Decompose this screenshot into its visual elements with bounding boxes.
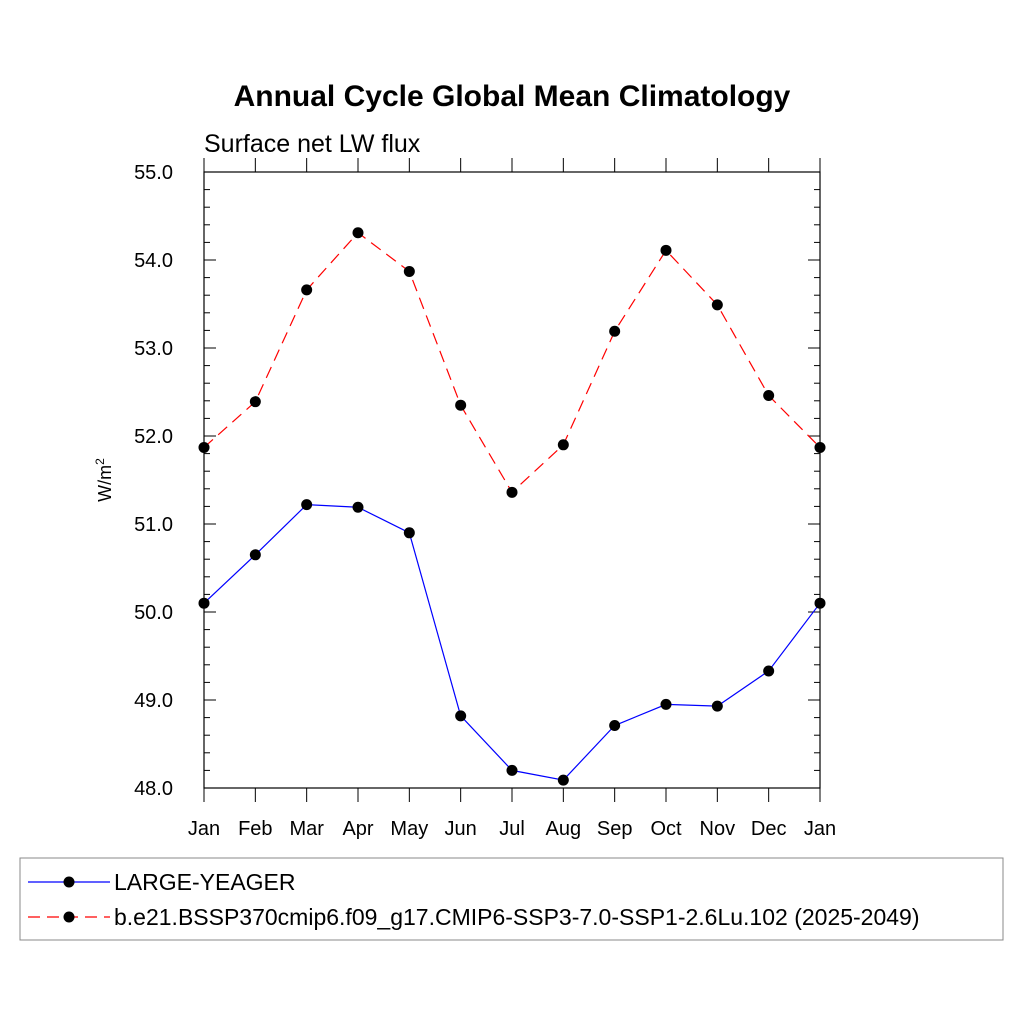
series-0-point xyxy=(249,549,261,561)
series-0-point xyxy=(301,499,313,511)
series-1-point xyxy=(763,390,775,402)
x-tick-label: Apr xyxy=(342,818,373,840)
y-tick-label: 51.0 xyxy=(134,514,173,536)
series-layer xyxy=(198,227,826,786)
x-axis: Jan Feb Mar Apr May Jun Jul Aug Sep Oct Nov Dec Jan xyxy=(188,158,836,840)
x-tick-label: Jan xyxy=(188,818,220,840)
y-tick-label: 53.0 xyxy=(134,338,173,360)
series-1-point xyxy=(557,439,569,451)
x-tick-label: Mar xyxy=(289,818,324,840)
chart-title: Annual Cycle Global Mean Climatology xyxy=(234,80,791,113)
y-axis: 48.0 49.0 50.0 51.0 52.0 53.0 54.0 55.0 xyxy=(134,162,820,800)
series-1-point xyxy=(814,441,826,453)
series-0-point xyxy=(352,501,364,513)
y-axis-label: W/m2 xyxy=(93,458,115,502)
series-0-point xyxy=(814,597,826,609)
y-tick-label: 49.0 xyxy=(134,690,173,712)
series-0-point xyxy=(711,700,723,712)
series-0-point xyxy=(403,527,415,539)
x-tick-label: Jun xyxy=(445,818,477,840)
y-tick-label: 52.0 xyxy=(134,426,173,448)
legend-marker-1 xyxy=(63,911,75,923)
series-1-point xyxy=(249,396,261,408)
series-0-point xyxy=(609,720,621,732)
y-tick-label: 54.0 xyxy=(134,250,173,272)
series-0-point xyxy=(198,597,210,609)
x-tick-label: Aug xyxy=(546,818,582,840)
legend-label-0: LARGE-YEAGER xyxy=(114,869,296,895)
legend-label-1: b.e21.BSSP370cmip6.f09_g17.CMIP6-SSP3-7.… xyxy=(114,904,920,930)
y-tick-label: 55.0 xyxy=(134,162,173,184)
plot-frame xyxy=(203,171,821,789)
series-0-point xyxy=(455,710,467,722)
legend-marker-0 xyxy=(63,876,75,888)
series-1-point xyxy=(711,299,723,311)
x-tick-label: May xyxy=(390,818,428,840)
series-0-point xyxy=(660,698,672,710)
x-tick-label: Jan xyxy=(804,818,836,840)
legend-box xyxy=(19,857,1004,941)
series-1-point xyxy=(352,227,364,239)
legend: LARGE-YEAGER b.e21.BSSP370cmip6.f09_g17.C… xyxy=(28,869,920,930)
y-tick-label: 50.0 xyxy=(134,602,173,624)
series-1-point xyxy=(660,244,672,256)
series-1-point xyxy=(609,325,621,337)
series-line-1 xyxy=(203,231,821,494)
x-tick-label: Nov xyxy=(700,818,736,840)
x-tick-label: Sep xyxy=(597,818,633,840)
series-1-point xyxy=(506,486,518,498)
series-1-point xyxy=(455,399,467,411)
series-1-point xyxy=(403,265,415,277)
series-0-point xyxy=(506,764,518,776)
x-tick-label: Feb xyxy=(238,818,272,840)
chart-subtitle: Surface net LW flux xyxy=(204,130,421,158)
x-tick-label: Jul xyxy=(499,818,525,840)
x-tick-label: Oct xyxy=(650,818,682,840)
y-tick-label: 48.0 xyxy=(134,778,173,800)
series-0-point xyxy=(557,774,569,786)
x-tick-label: Dec xyxy=(751,818,787,840)
series-0-point xyxy=(763,665,775,677)
series-line-0 xyxy=(203,504,821,781)
series-1-point xyxy=(301,284,313,296)
series-1-point xyxy=(198,441,210,453)
